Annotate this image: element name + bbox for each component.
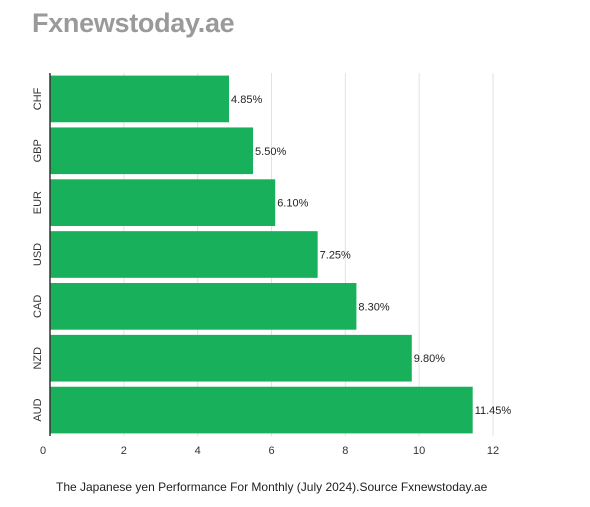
category-label: NZD [32, 347, 44, 370]
bar [50, 283, 357, 330]
category-label: CHF [32, 87, 44, 110]
x-tick-label: 4 [195, 445, 201, 457]
bar [50, 127, 254, 175]
brand-title: Fxnewstoday.ae [32, 8, 235, 38]
data-label: 5.50% [255, 146, 286, 158]
x-tick-label: 8 [342, 445, 348, 457]
category-label: CAD [32, 295, 44, 318]
data-label: 9.80% [414, 353, 445, 365]
chart-caption: The Japanese yen Performance For Monthly… [56, 480, 488, 494]
data-label: 11.45% [475, 405, 512, 417]
category-label: GBP [32, 139, 44, 162]
x-tick-label: 6 [268, 445, 274, 457]
data-label: 4.85% [231, 94, 262, 106]
x-tick-label: 12 [487, 445, 499, 457]
category-label: EUR [32, 191, 44, 214]
bar [50, 386, 473, 434]
x-tick-label: 0 [40, 445, 46, 457]
labels: 0 2 4 6 8 10 12 CHF 4.85% GBP 5.50% EUR 6.10% USD 7.25… [32, 87, 511, 457]
bars [50, 75, 473, 434]
x-tick-label: 2 [121, 445, 127, 457]
data-label: 6.10% [277, 198, 308, 210]
bar-chart: 0 2 4 6 8 10 12 CHF 4.85% GBP 5.50% EUR 6.10% USD 7.25… [32, 73, 511, 457]
bar [50, 334, 412, 382]
bar [50, 231, 318, 278]
category-label: AUD [32, 398, 44, 421]
x-tick-label: 10 [413, 445, 425, 457]
category-label: USD [32, 243, 44, 266]
bar [50, 179, 276, 226]
data-label: 8.30% [358, 301, 389, 313]
data-label: 7.25% [320, 250, 351, 262]
bar [50, 75, 230, 123]
